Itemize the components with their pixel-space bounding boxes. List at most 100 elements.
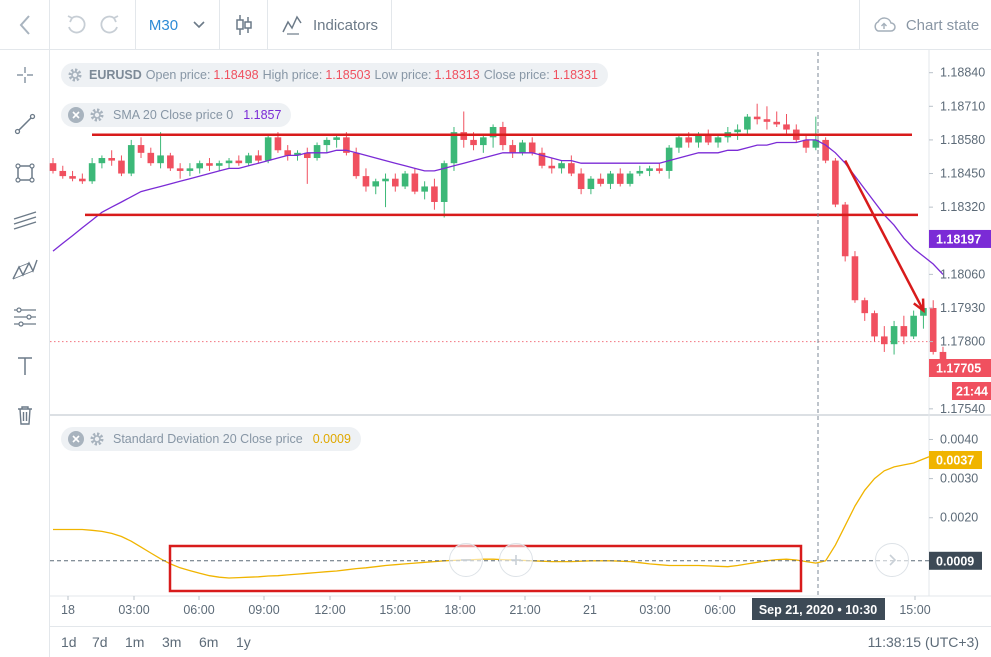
candle-body <box>744 116 751 130</box>
candle-body <box>392 178 399 187</box>
trash-icon <box>18 406 32 425</box>
period-7d[interactable]: 7d <box>92 634 108 650</box>
trend-arrow-line <box>844 160 925 312</box>
zoom-in-button[interactable] <box>499 543 533 577</box>
candle-body <box>685 137 692 143</box>
rectangle-tool[interactable] <box>0 155 50 191</box>
legend-high-label: High price: <box>262 68 323 82</box>
indicators-button[interactable]: Indicators <box>268 0 392 50</box>
candle <box>225 158 233 169</box>
crosshair-tool[interactable] <box>0 57 50 93</box>
zoom-out-button[interactable] <box>449 543 483 577</box>
scroll-to-latest-button[interactable] <box>875 543 909 577</box>
trend-arrow-head <box>913 298 925 314</box>
legend-symbol: EURUSD <box>89 68 142 82</box>
candle-body <box>577 173 585 190</box>
candle-body <box>675 137 683 148</box>
gear-icon[interactable] <box>89 107 105 123</box>
candle-body <box>362 176 370 187</box>
period-3m[interactable]: 3m <box>162 634 182 650</box>
candle-body <box>294 152 301 156</box>
sma-legend-value: 1.1857 <box>243 108 282 122</box>
candle <box>871 310 878 342</box>
text-tool[interactable] <box>0 348 50 384</box>
crosshair-icon <box>17 67 33 83</box>
candle-body <box>568 163 575 174</box>
chevron-left-icon <box>19 15 30 35</box>
gear-icon[interactable] <box>89 431 105 447</box>
chevron-right-icon <box>889 554 897 566</box>
countdown-badge <box>952 382 991 400</box>
fibonacci-icon <box>14 307 36 327</box>
crosshair-time-badge <box>752 598 885 620</box>
candle <box>626 170 634 187</box>
candle-body <box>79 178 86 182</box>
candle <box>127 139 135 177</box>
timeframe-value: M30 <box>148 16 179 34</box>
period-1m[interactable]: 1m <box>125 634 145 650</box>
trend-line-tool[interactable] <box>0 106 50 142</box>
candle-body <box>343 137 350 153</box>
candle-body <box>939 351 947 365</box>
std-tick-label: 0.0020 <box>940 511 978 525</box>
candle <box>333 134 340 148</box>
candle <box>98 155 106 169</box>
sma-legend: SMA 20 Close price 0 1.1857 <box>61 103 292 127</box>
candle <box>656 163 663 174</box>
candle <box>206 158 213 171</box>
candle <box>832 158 839 208</box>
candle <box>792 124 800 143</box>
candle <box>59 165 67 179</box>
std-value-badge-label: 0.0009 <box>936 554 974 568</box>
fibonacci-tool[interactable] <box>0 299 50 335</box>
close-icon[interactable] <box>67 430 85 448</box>
gear-icon[interactable] <box>67 67 83 83</box>
trend-line-icon <box>14 113 36 135</box>
pattern-tool[interactable] <box>0 252 50 288</box>
delete-drawings-button[interactable] <box>0 397 50 433</box>
candle <box>108 150 115 166</box>
candle-body <box>597 178 604 184</box>
candle-body <box>235 160 243 164</box>
period-1d[interactable]: 1d <box>61 634 77 650</box>
candle <box>343 132 350 156</box>
candle-body <box>59 170 67 177</box>
back-button[interactable] <box>0 0 50 50</box>
time-tick-label: 03:00 <box>639 603 670 617</box>
close-icon[interactable] <box>67 106 85 124</box>
candle-body <box>88 163 96 182</box>
undo-icon[interactable] <box>64 13 88 37</box>
candle-body <box>176 168 184 171</box>
candle <box>597 173 604 187</box>
candle-body <box>303 152 311 159</box>
std-legend-value: 0.0009 <box>312 432 351 446</box>
price-tick-label: 1.17540 <box>940 402 985 416</box>
candle-body <box>714 137 722 143</box>
time-tick-label: 15:00 <box>899 603 930 617</box>
chart-state-button[interactable]: Chart state <box>859 0 991 50</box>
candle <box>157 132 164 169</box>
period-1y[interactable]: 1y <box>236 634 251 650</box>
channel-tool[interactable] <box>0 202 50 238</box>
chart-type-button[interactable] <box>220 0 268 50</box>
time-tick-label: 09:00 <box>248 603 279 617</box>
candle-body <box>802 139 810 148</box>
candle-body <box>157 155 164 164</box>
time-tick-label: 18 <box>61 603 75 617</box>
candle-body <box>313 145 321 159</box>
redo-icon[interactable] <box>98 13 122 37</box>
candle-body <box>196 163 203 169</box>
candle <box>822 137 829 164</box>
candle <box>440 160 448 218</box>
sma-legend-label: SMA 20 Close price 0 <box>113 108 234 122</box>
candle <box>431 178 438 210</box>
time-tick-label: 06:00 <box>704 603 735 617</box>
period-6m[interactable]: 6m <box>199 634 219 650</box>
timeframe-select[interactable]: M30 <box>136 0 220 50</box>
candle-body <box>98 158 106 164</box>
text-icon <box>18 357 32 375</box>
candle-body <box>871 313 878 337</box>
candle-body <box>509 145 516 153</box>
std-legend: Standard Deviation 20 Close price 0.0009 <box>61 427 361 451</box>
